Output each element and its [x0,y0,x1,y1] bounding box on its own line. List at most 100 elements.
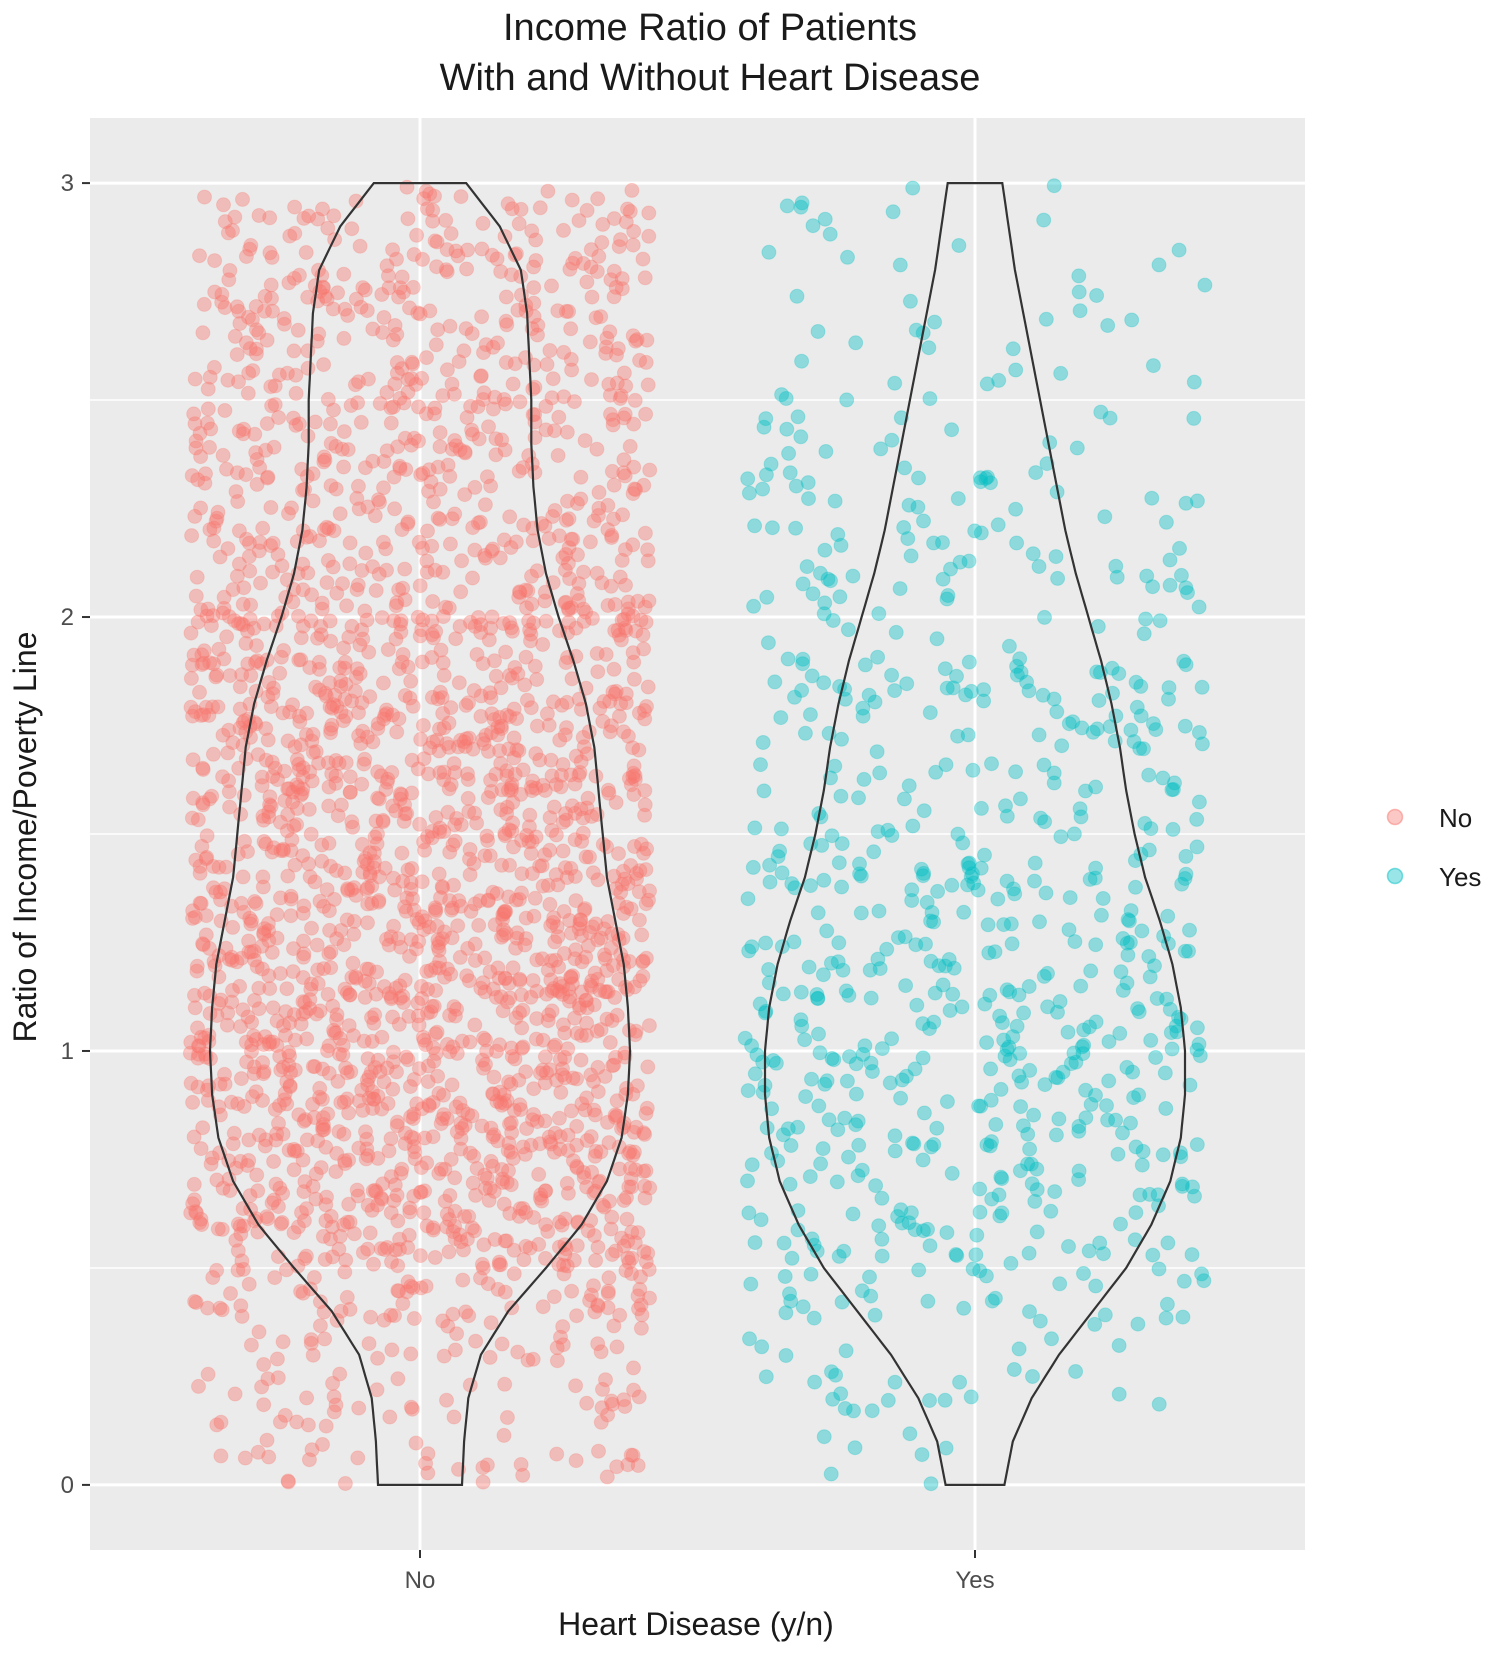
data-point-no [498,396,514,412]
data-point-no [362,1225,378,1241]
data-point-yes [971,1098,987,1114]
data-point-no [385,1044,401,1060]
data-point-no [599,839,615,855]
data-point-no [453,584,469,600]
data-point-no [426,630,441,646]
data-point-no [561,511,577,527]
data-point-no [224,949,240,965]
data-point-no [378,541,394,557]
data-point-yes [914,861,929,877]
data-point-yes [1172,540,1187,556]
data-point-no [417,842,433,858]
data-point-yes [939,680,955,696]
data-point-yes [916,1105,932,1121]
data-point-no [367,508,383,524]
data-point-no [344,882,359,898]
data-point-no [187,508,203,524]
data-point-no [183,625,199,641]
data-point-no [425,1222,441,1238]
data-point-yes [887,683,903,699]
data-point-yes [833,1386,849,1402]
data-point-no [258,721,274,737]
data-point-no [252,459,268,475]
data-point-no [264,844,280,860]
data-point-no [321,946,337,962]
data-point-no [272,966,288,981]
data-point-no [496,1087,512,1103]
data-point-no [193,707,209,723]
data-point-yes [855,708,871,724]
data-point-no [281,275,297,291]
data-point-no [529,1011,545,1027]
data-point-no [284,500,299,516]
data-point-no [546,1289,562,1305]
data-point-no [404,1401,420,1417]
data-point-no [435,1313,451,1329]
data-point-no [356,756,372,772]
data-point-no [379,702,394,718]
data-point-no [185,752,201,768]
data-point-no [334,441,350,457]
data-point-yes [765,1053,781,1068]
y-tick-label: 0 [61,1472,74,1499]
data-point-no [187,1000,203,1016]
data-point-no [620,201,635,217]
data-point-no [186,1176,202,1192]
data-point-no [190,1079,206,1095]
data-point-yes [1177,943,1193,959]
data-point-yes [1025,546,1041,562]
data-point-no [481,419,496,435]
data-point-yes [915,1016,931,1032]
data-point-no [305,1178,321,1194]
data-point-no [376,310,392,325]
data-point-yes [794,353,810,369]
data-point-yes [922,1238,938,1254]
data-point-no [444,900,460,916]
data-point-no [251,1127,267,1143]
data-point-yes [984,1191,1000,1207]
data-point-no [535,1062,551,1078]
data-point-no [317,1331,333,1347]
data-point-yes [967,523,983,539]
data-point-no [419,350,434,366]
data-point-no [192,895,208,911]
data-point-no [435,880,451,896]
data-point-yes [938,1440,954,1456]
data-point-no [491,970,507,986]
data-point-no [552,976,568,992]
data-point-no [626,671,642,687]
data-point-no [626,416,642,432]
data-point-yes [931,958,947,974]
data-point-yes [1151,257,1167,273]
data-point-yes [922,391,938,407]
data-point-no [266,1154,282,1169]
data-point-no [604,463,620,479]
data-point-no [302,529,318,544]
data-point-no [435,931,450,947]
data-point-no [448,631,464,647]
data-point-no [501,889,517,905]
data-point-yes [1009,1018,1025,1034]
data-point-no [636,1163,651,1179]
data-point-no [202,791,217,807]
data-point-yes [1189,1020,1205,1036]
data-point-no [564,976,580,992]
data-point-no [494,857,510,873]
data-point-yes [1161,691,1176,707]
data-point-yes [1073,978,1089,994]
data-point-no [460,242,475,258]
data-point-no [447,433,463,448]
data-point-no [247,894,263,909]
data-point-no [424,830,440,846]
data-point-no [402,1200,418,1216]
data-point-no [249,476,265,492]
data-point-no [453,189,469,205]
data-point-no [383,415,399,431]
data-point-no [562,571,578,587]
data-point-yes [944,422,960,438]
data-point-no [546,910,562,926]
data-point-no [573,1052,589,1068]
data-point-no [573,701,589,717]
data-point-no [286,1162,302,1178]
data-point-yes [954,999,970,1015]
